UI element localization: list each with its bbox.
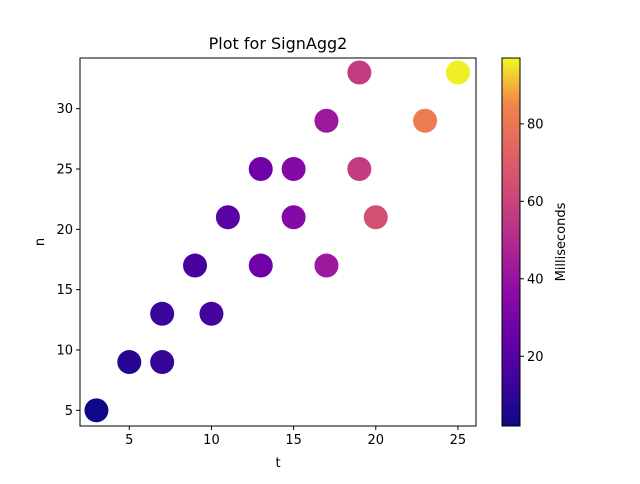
data-point xyxy=(347,60,372,85)
chart-title: Plot for SignAgg2 xyxy=(209,34,348,53)
data-point xyxy=(281,205,306,230)
data-point xyxy=(248,157,273,182)
colorbar-label: Milliseconds xyxy=(554,202,569,281)
data-point xyxy=(248,253,273,278)
y-tick-label: 15 xyxy=(56,283,73,298)
data-point xyxy=(281,157,306,182)
x-tick-label: 20 xyxy=(367,433,384,448)
colorbar-axis: 20 40 60 80 xyxy=(520,117,544,365)
data-point xyxy=(314,108,339,133)
data-point xyxy=(117,350,142,375)
x-axis-label: t xyxy=(275,456,280,471)
data-point xyxy=(183,253,208,278)
data-point xyxy=(363,205,388,230)
data-point xyxy=(413,108,438,133)
data-point xyxy=(314,253,339,278)
x-tick-label: 15 xyxy=(285,433,302,448)
y-axis-label: n xyxy=(33,238,48,246)
colorbar-tick-label: 20 xyxy=(527,350,544,365)
x-tick-label: 5 xyxy=(125,433,133,448)
data-point xyxy=(347,157,372,182)
colorbar-tick-label: 80 xyxy=(527,117,544,132)
x-tick-label: 10 xyxy=(203,433,220,448)
x-tick-label: 25 xyxy=(450,433,467,448)
y-axis: 5 10 15 20 25 30 xyxy=(56,102,80,419)
y-tick-label: 10 xyxy=(56,343,73,358)
data-point xyxy=(84,398,109,423)
data-point xyxy=(445,60,470,85)
y-tick-label: 5 xyxy=(65,404,73,419)
plot-frame xyxy=(79,57,477,427)
data-point xyxy=(150,350,175,375)
data-point xyxy=(150,301,175,326)
y-tick-label: 25 xyxy=(56,163,73,178)
data-point xyxy=(215,205,240,230)
y-tick-label: 20 xyxy=(56,223,73,238)
points-layer xyxy=(84,60,470,423)
colorbar-tick-label: 60 xyxy=(527,195,544,210)
colorbar-tick-label: 40 xyxy=(527,272,544,287)
colorbar xyxy=(501,57,521,427)
data-point xyxy=(199,301,224,326)
y-tick-label: 30 xyxy=(56,102,73,117)
x-axis: 5 10 15 20 25 xyxy=(125,426,466,448)
